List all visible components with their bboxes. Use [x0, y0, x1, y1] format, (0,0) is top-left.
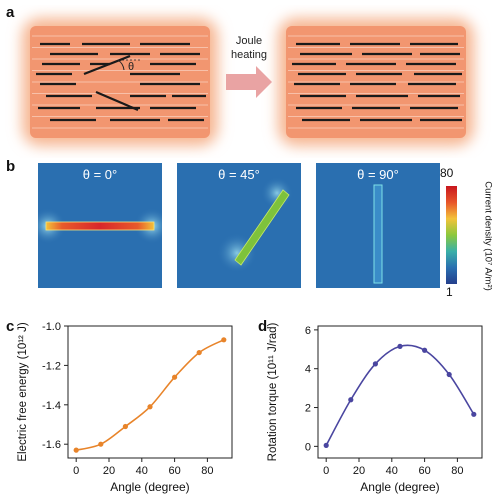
angle-symbol: θ [128, 61, 134, 73]
chart-d-data-point [372, 361, 378, 367]
chart-d-ytick-label: 4 [305, 364, 311, 376]
chart-c: 0 20 40 60 80 -1.6 -1.4 -1.2 -1.0 Angle (degree) E… [17, 321, 233, 494]
chart-c-data-point [147, 404, 153, 410]
panel-a-illustration: θ Joule heating [22, 18, 474, 146]
chart-d-xtick-label: 20 [353, 465, 365, 477]
arrow-label-line2: heating [231, 49, 267, 61]
sim-box-90deg: θ = 90° [316, 163, 440, 288]
arrow-label-line1: Joule [236, 35, 262, 47]
sim-title-90deg: θ = 90° [357, 167, 399, 182]
chart-d-xtick-label: 80 [451, 465, 463, 477]
sim-field-45deg [217, 177, 293, 273]
sim-box-45deg: θ = 45° [177, 163, 301, 288]
chart-c-data-point [73, 447, 79, 453]
chart-c-data-point [172, 374, 178, 380]
chart-d: 0 20 40 60 80 0 2 4 6 Angle (degree) Rotation torq… [267, 322, 483, 494]
chart-d-data-point [422, 347, 428, 353]
chart-d-plot-frame [317, 325, 483, 459]
colorbar [446, 186, 457, 284]
left-rods [32, 35, 208, 129]
sim-title-0deg: θ = 0° [82, 167, 118, 182]
chart-c-xtick-label: 40 [136, 465, 148, 477]
sim-field-90deg [373, 184, 383, 284]
chart-d-xtick-label: 40 [386, 465, 398, 477]
chart-c-ylabel: Electric free energy (10¹² J) [17, 322, 29, 461]
colorbar-min: 1 [446, 285, 453, 299]
chart-c-series-line [76, 339, 225, 451]
chart-c-xtick-label: 20 [103, 465, 115, 477]
chart-c-data-point [221, 337, 227, 343]
chart-c-ytick-label: -1.4 [42, 400, 61, 412]
chart-c-ytick-label: -1.0 [42, 321, 61, 333]
chart-c-xtick-label: 80 [201, 465, 213, 477]
chart-d-ytick-label: 2 [305, 403, 311, 415]
rod-0deg [45, 221, 155, 231]
tilted-rod [95, 90, 139, 112]
panel-label-b: b [6, 158, 16, 175]
chart-c-data-point [98, 441, 104, 447]
chart-d-xtick-label: 0 [323, 465, 329, 477]
colorbar-label: Current density (10⁷ A/m²) [482, 181, 494, 291]
chart-d-data-point [323, 442, 329, 448]
sim-field-0deg [38, 208, 162, 244]
angle-arc [117, 59, 125, 71]
chart-c-xlabel: Angle (degree) [110, 480, 189, 494]
panel-label-c: c [6, 318, 15, 335]
chart-d-data-point [397, 343, 403, 349]
panel-label-a: a [6, 4, 15, 21]
sim-box-0deg: θ = 0° [38, 163, 162, 288]
rod-90deg [373, 184, 383, 284]
colorbar-max: 80 [440, 166, 454, 180]
chart-c-xtick-label: 0 [73, 465, 79, 477]
chart-c-plot-frame [67, 325, 233, 459]
chart-c-xtick-label: 60 [168, 465, 180, 477]
chart-d-xtick-label: 60 [418, 465, 430, 477]
rod-45deg [234, 189, 290, 266]
chart-c-data-point [122, 423, 128, 430]
chart-d-xlabel: Angle (degree) [360, 480, 439, 494]
panel-label-d: d [258, 318, 268, 335]
heating-arrow [226, 66, 272, 98]
chart-d-data-point [348, 397, 354, 403]
chart-c-ytick-label: -1.6 [42, 439, 61, 451]
chart-d-ytick-label: 0 [305, 441, 311, 453]
sim-title-45deg: θ = 45° [218, 167, 260, 182]
chart-d-ytick-label: 6 [305, 325, 311, 337]
chart-d-series-line [325, 344, 475, 446]
tilted-rod [83, 54, 131, 76]
chart-c-ytick-label: -1.2 [42, 360, 61, 372]
chart-d-data-point [446, 371, 452, 378]
chart-d-data-point [471, 411, 477, 417]
right-rods [288, 35, 464, 129]
chart-d-ylabel: Rotation torque (10¹¹ J/rad) [267, 322, 279, 461]
chart-c-data-point [196, 349, 202, 356]
